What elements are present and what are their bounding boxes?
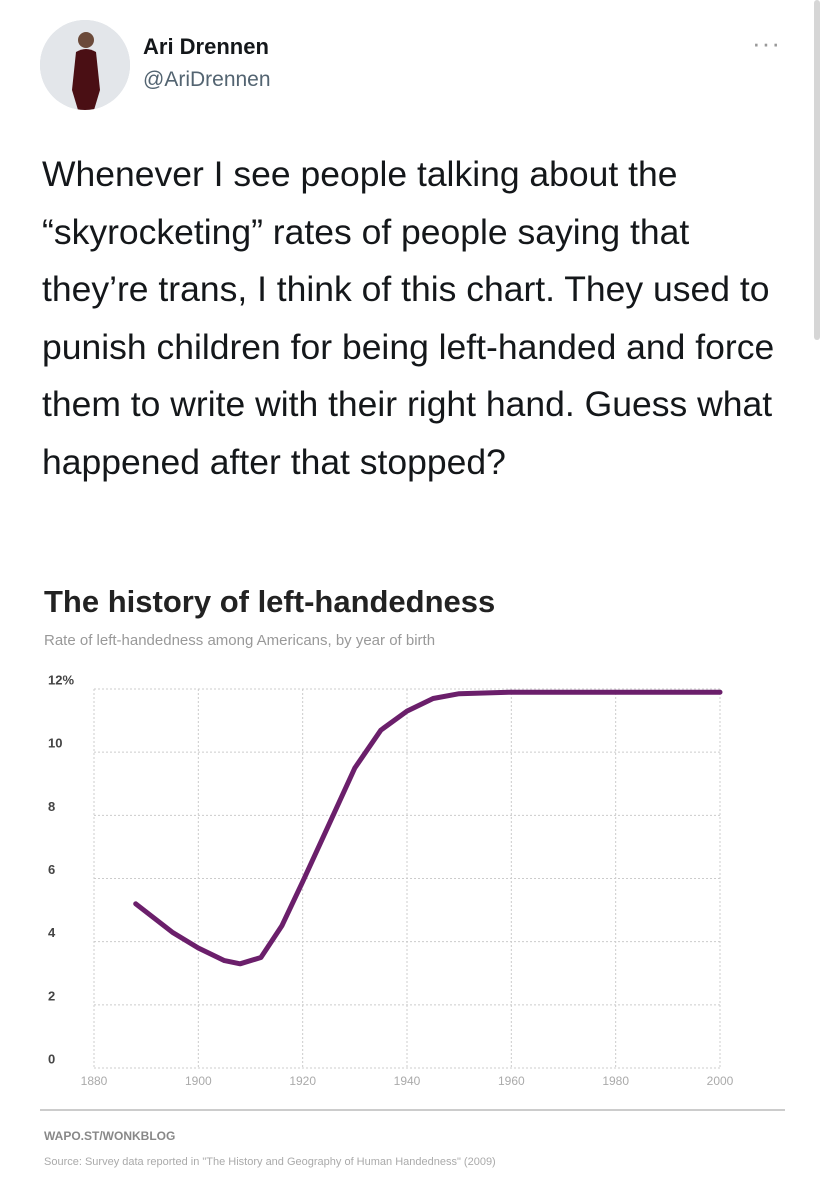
x-tick-label: 1960 xyxy=(498,1074,525,1088)
avatar[interactable] xyxy=(40,20,130,110)
scrollbar[interactable] xyxy=(814,0,820,340)
y-tick-label: 0 xyxy=(48,1051,55,1066)
chart-title: The history of left-handedness xyxy=(44,584,495,619)
user-handle[interactable]: @AriDrennen xyxy=(143,68,271,91)
x-tick-label: 1920 xyxy=(289,1074,316,1088)
data-line xyxy=(133,689,723,967)
tweet-text: Whenever I see people talking about the … xyxy=(42,154,775,482)
chart-subtitle: Rate of left-handedness among Americans,… xyxy=(44,632,435,649)
y-tick-label: 10 xyxy=(48,736,62,751)
y-tick-label: 4 xyxy=(48,925,56,940)
x-tick-label: 1900 xyxy=(185,1074,212,1088)
avatar-image xyxy=(40,20,130,110)
display-name[interactable]: Ari Drennen xyxy=(143,34,269,59)
y-tick-label: 12% xyxy=(48,672,74,687)
x-tick-label: 1880 xyxy=(81,1074,108,1088)
more-menu[interactable]: ··· xyxy=(752,28,781,58)
x-tick-label: 1980 xyxy=(602,1074,629,1088)
x-tick-label: 1940 xyxy=(394,1074,421,1088)
y-tick-label: 6 xyxy=(48,862,55,877)
y-tick-label: 2 xyxy=(48,988,55,1003)
chart-source: Source: Survey data reported in "The His… xyxy=(44,1156,496,1168)
x-tick-label: 2000 xyxy=(707,1074,734,1088)
y-tick-label: 8 xyxy=(48,799,55,814)
chart-credit: WAPO.ST/WONKBLOG xyxy=(44,1129,175,1143)
